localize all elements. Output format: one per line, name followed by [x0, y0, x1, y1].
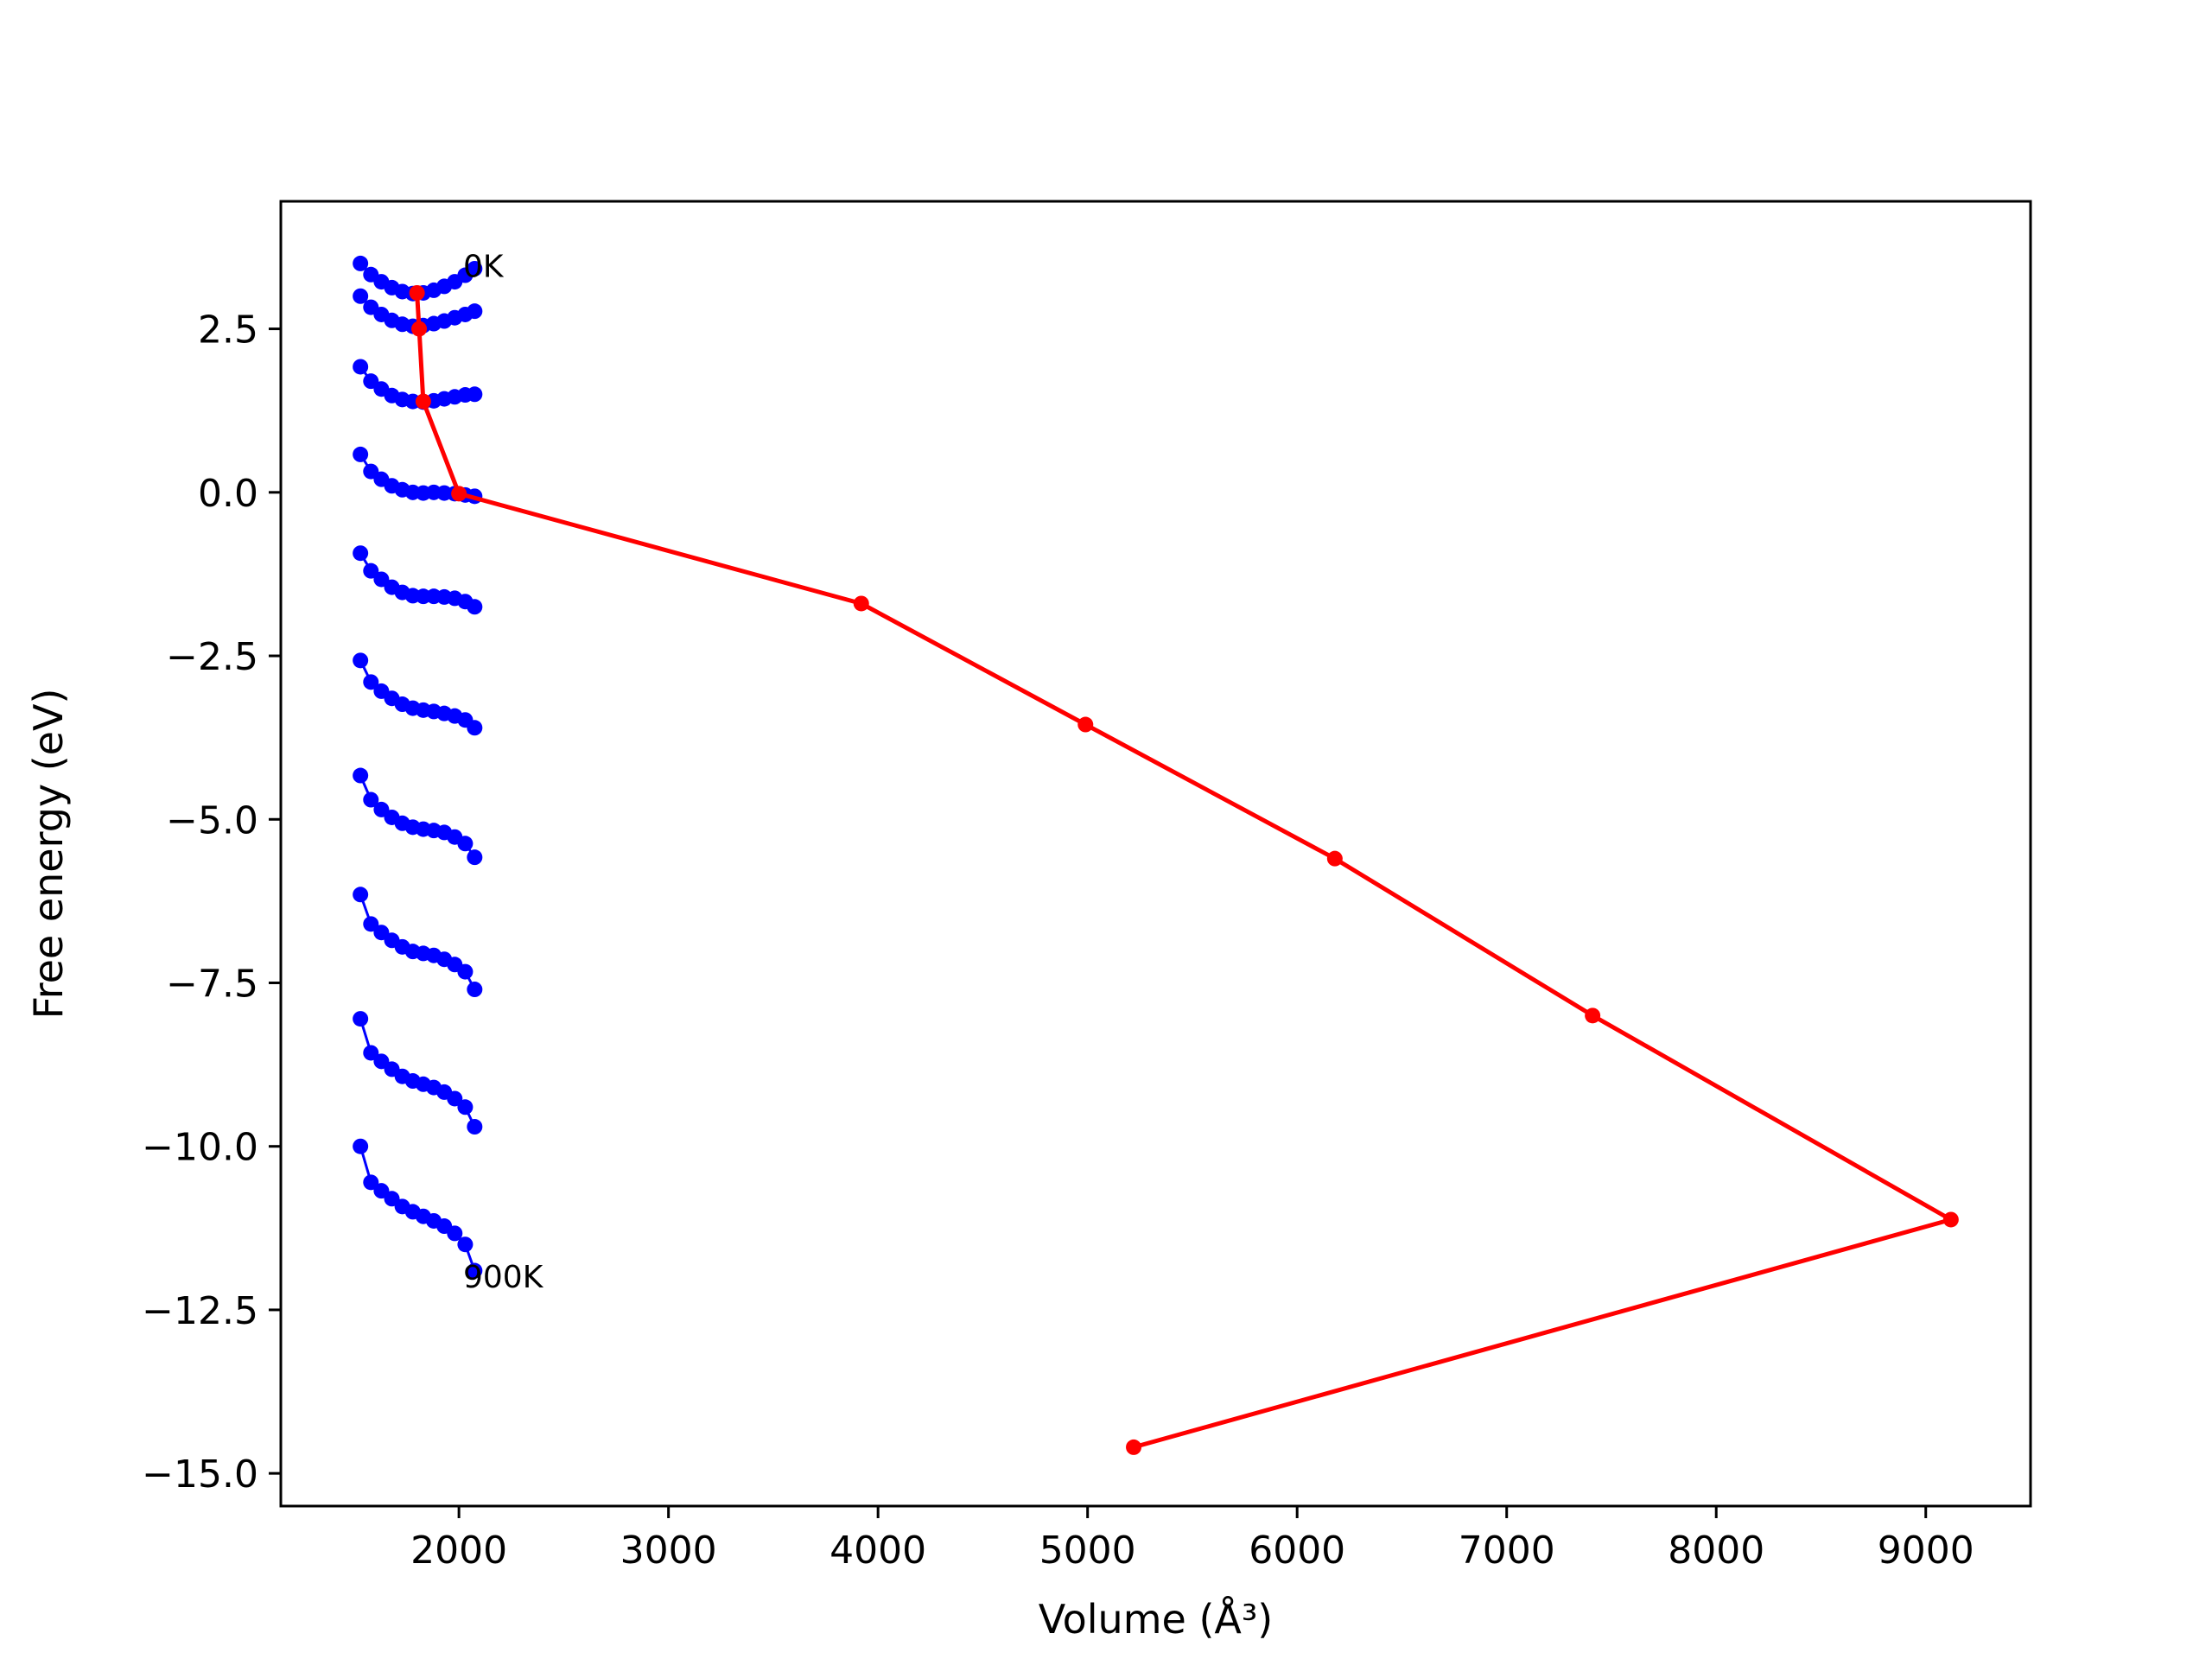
x-tick-label-0: 2000 — [410, 1529, 507, 1573]
isotherm-fit-6 — [359, 775, 476, 859]
isotherm-5-point-0 — [353, 652, 369, 669]
isotherm-2-point-11 — [467, 386, 483, 403]
isotherm-8-point-1 — [363, 1045, 379, 1061]
minimum-path-point-2 — [415, 393, 431, 410]
plot-frame — [279, 200, 2032, 1508]
y-axis-label: Free energy (eV) — [25, 689, 72, 1020]
minimum-path-point-6 — [1326, 850, 1343, 867]
isotherm-0-point-11 — [467, 260, 483, 276]
y-tick-label-7: −15.0 — [142, 1452, 258, 1497]
isotherm-0-point-0 — [353, 255, 369, 271]
isotherm-9-point-10 — [457, 1236, 474, 1253]
minimum-path-line — [415, 292, 1954, 1450]
y-tick-label-1: 0.0 — [198, 472, 258, 516]
isotherm-7-point-10 — [457, 963, 474, 980]
annotation-0k: 0K — [463, 250, 505, 285]
isotherm-8-point-9 — [447, 1090, 463, 1107]
y-tick-label-0: 2.5 — [198, 308, 258, 353]
isotherm-4-point-11 — [467, 599, 483, 615]
isotherm-6-point-0 — [353, 767, 369, 784]
x-tick-label-7: 9000 — [1878, 1529, 1974, 1573]
isotherm-6-point-1 — [363, 791, 379, 808]
minimum-path-point-1 — [411, 321, 428, 337]
isotherm-9-point-0 — [353, 1138, 369, 1154]
y-tick-label-3: −5.0 — [166, 798, 258, 842]
isotherm-4-point-0 — [353, 545, 369, 562]
y-tick-label-4: −7.5 — [166, 962, 258, 1006]
x-tick-label-4: 6000 — [1249, 1529, 1345, 1573]
isotherm-7-point-11 — [467, 982, 483, 998]
tick-layer: 2000 3000 4000 5000 6000 7000 8000 9000 2.5 0.0 −2… — [142, 308, 1974, 1573]
minimum-path-point-3 — [451, 486, 467, 502]
isotherm-9-point-9 — [447, 1225, 463, 1242]
annotation-900k: 900K — [463, 1260, 544, 1295]
x-tick-label-5: 7000 — [1459, 1529, 1555, 1573]
isotherm-3-point-0 — [353, 446, 369, 462]
isotherm-layer — [353, 255, 483, 1279]
x-tick-label-3: 5000 — [1039, 1529, 1136, 1573]
y-tick-label-2: −2.5 — [166, 635, 258, 679]
x-tick-label-2: 4000 — [830, 1529, 926, 1573]
minimum-path-point-7 — [1585, 1007, 1601, 1024]
y-tick-label-6: −12.5 — [142, 1289, 258, 1333]
y-tick-label-5: −10.0 — [142, 1126, 258, 1170]
isotherm-9-point-1 — [363, 1174, 379, 1191]
isotherm-6-point-10 — [457, 836, 474, 852]
isotherm-1-point-11 — [467, 303, 483, 320]
isotherm-8-point-0 — [353, 1011, 369, 1027]
isotherm-1-point-0 — [353, 288, 369, 304]
isotherm-6-point-11 — [467, 849, 483, 866]
minimum-path-layer — [409, 284, 1959, 1455]
isotherm-fit-7 — [359, 893, 476, 990]
minimum-path-point-5 — [1077, 716, 1094, 733]
x-tick-label-6: 8000 — [1668, 1529, 1764, 1573]
minimum-path-point-9 — [1126, 1439, 1142, 1455]
isotherm-8-point-10 — [457, 1099, 474, 1116]
isotherm-5-point-11 — [467, 720, 483, 736]
isotherm-5-point-1 — [363, 674, 379, 690]
x-axis-label: Volume (Å³) — [1039, 1596, 1274, 1643]
isotherm-7-point-0 — [353, 887, 369, 903]
minimum-path-point-4 — [853, 595, 869, 612]
isotherm-8-point-11 — [467, 1119, 483, 1135]
isotherm-9-point-11 — [467, 1262, 483, 1279]
isotherm-fit-8 — [359, 1018, 476, 1128]
x-tick-label-1: 3000 — [620, 1529, 717, 1573]
minimum-path-point-8 — [1942, 1211, 1959, 1228]
isotherm-7-point-1 — [363, 916, 379, 932]
isotherm-4-point-1 — [363, 563, 379, 579]
minimum-path-point-0 — [409, 284, 425, 301]
isotherm-2-point-0 — [353, 359, 369, 375]
